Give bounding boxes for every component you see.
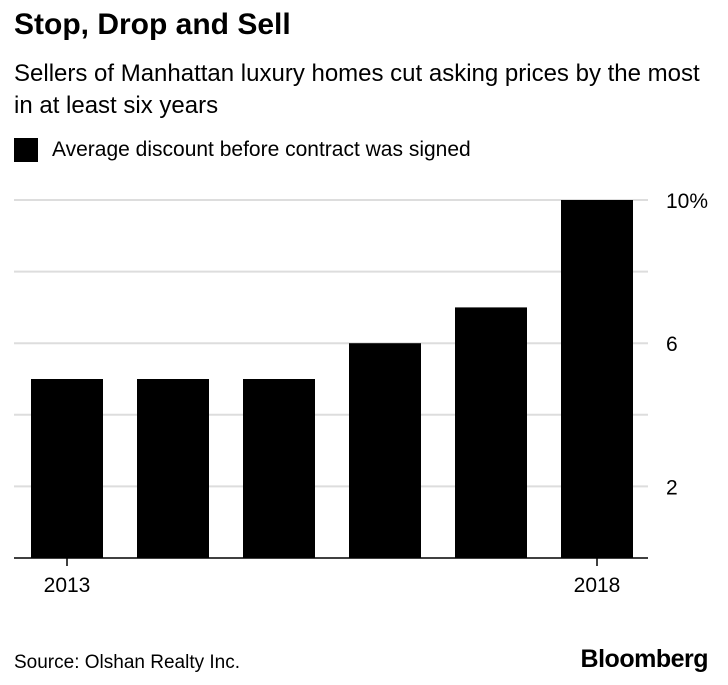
y-tick-label: 2: [666, 476, 678, 499]
bar-2014: [137, 379, 209, 558]
legend-label: Average discount before contract was sig…: [52, 138, 471, 161]
x-tick-label: 2013: [44, 574, 91, 597]
bar-2018: [561, 200, 633, 558]
legend-swatch: [14, 138, 38, 162]
source-note: Source: Olshan Realty Inc.: [14, 652, 240, 673]
bloomberg-logo: Bloomberg: [580, 645, 709, 673]
y-tick-label: 6: [666, 333, 678, 356]
chart-title: Stop, Drop and Sell: [14, 8, 291, 41]
bar-2015: [243, 379, 315, 558]
legend: Average discount before contract was sig…: [14, 138, 471, 162]
bar-2017: [455, 307, 527, 558]
bar-2016: [349, 343, 421, 558]
chart-subtitle: Sellers of Manhattan luxury homes cut as…: [14, 60, 700, 119]
x-tick-label: 2018: [574, 574, 621, 597]
y-tick-label: 10%: [666, 190, 708, 213]
bar-2013: [31, 379, 103, 558]
